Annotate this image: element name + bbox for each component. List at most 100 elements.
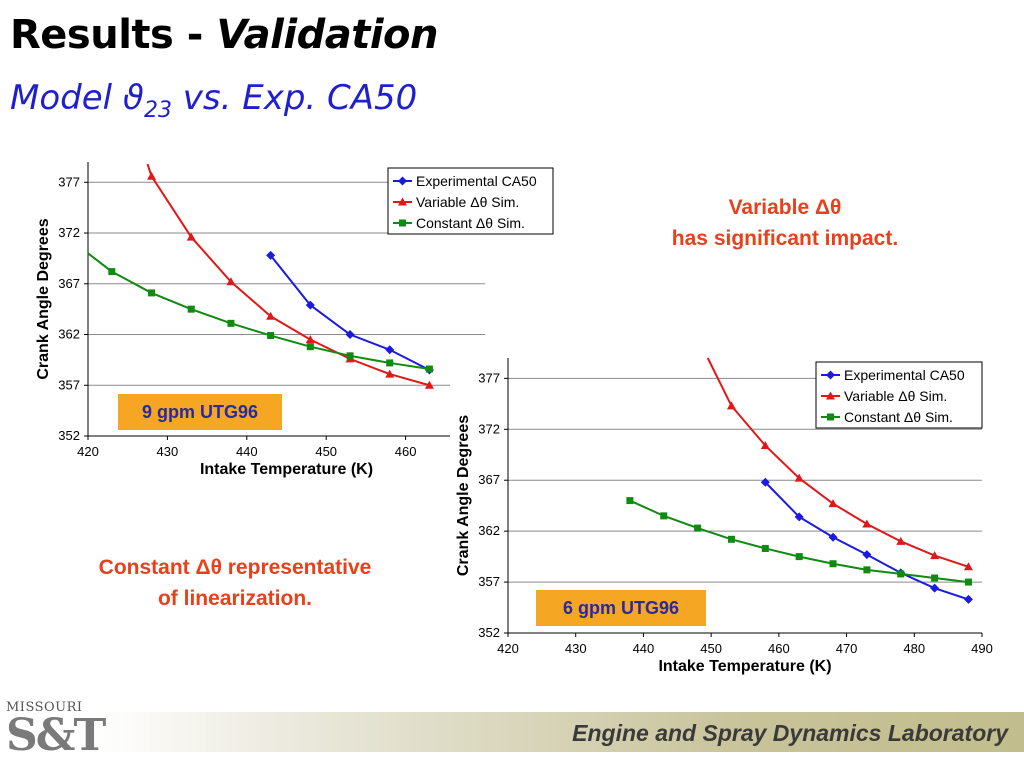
chart2-series-constant-point — [727, 535, 735, 543]
chart2-series-constant-point — [795, 553, 803, 561]
chart1-x-tick-label: 450 — [315, 444, 337, 459]
chart2-x-tick-label: 470 — [836, 641, 858, 656]
chart1-x-tick-label: 430 — [157, 444, 179, 459]
chart1-legend-box — [387, 167, 554, 235]
chart1-series-experimental-point — [385, 345, 395, 355]
chart1-legend-label-constant: Constant Δθ Sim. — [416, 215, 525, 231]
chart1-series-constant-point — [425, 365, 433, 373]
chart2-legend: Experimental CA50 Variable Δθ Sim. Constan… — [815, 361, 983, 429]
chart2-series-constant-point — [863, 566, 871, 574]
chart-6gpm: 352 357 362 367 372 377 420 430 440 450 460 470 480 4… — [450, 352, 1000, 682]
chart2-y-tick-label: 372 — [478, 421, 500, 436]
chart2-series-constant-point — [626, 497, 634, 505]
note-variable-impact: Variable Δθ has significant impact. — [620, 192, 950, 254]
chart1-series-variable-point — [305, 335, 315, 344]
chart1-x-tick-label: 420 — [77, 444, 99, 459]
chart2-series-constant-point — [829, 560, 837, 568]
chart1-series-variable-point — [147, 171, 157, 180]
footer-bar: Engine and Spray Dynamics Laboratory — [90, 712, 1024, 752]
chart2-series-experimental-point — [794, 512, 804, 522]
chart1-y-tick-label: 367 — [58, 276, 80, 291]
chart1-y-axis-title: Crank Angle Degrees — [35, 218, 52, 379]
subtitle-subscript: 23 — [143, 97, 172, 123]
chart2-series-variable-point — [930, 551, 940, 560]
chart2-series-constant-point — [660, 512, 668, 520]
slide-title: Results - Validation — [10, 12, 438, 58]
title-italic: Validation — [216, 12, 438, 58]
chart2-y-tick-label: 357 — [478, 574, 500, 589]
chart1-y-tick-label: 372 — [58, 225, 80, 240]
chart2-series-variable-point — [760, 441, 770, 450]
chart1-y-tick-label: 352 — [58, 428, 80, 443]
chart1-series-constant-point — [386, 359, 394, 367]
chart1-series-experimental-point — [305, 300, 315, 310]
chart1-series-variable-point — [226, 277, 236, 286]
chart1-series-constant-point — [306, 343, 314, 351]
chart1-x-tick-label: 460 — [395, 444, 417, 459]
chart2-y-tick-label: 352 — [478, 625, 500, 640]
note-constant-line2: of linearization. — [157, 587, 312, 610]
chart1-x-tick-label: 440 — [236, 444, 258, 459]
subtitle-suffix: vs. Exp. CA50 — [171, 78, 418, 118]
chart2-x-tick-label: 430 — [565, 641, 587, 656]
chart2-x-tick-label: 480 — [903, 641, 925, 656]
chart2-legend-box — [815, 361, 983, 429]
chart1-y-tick-label: 377 — [58, 174, 80, 189]
chart2-x-tick-label: 450 — [700, 641, 722, 656]
chart2-series-experimental-point — [828, 532, 838, 542]
chart1-series-constant-point — [187, 305, 195, 313]
chart2-series-variable-point — [862, 519, 872, 528]
chart1-series-constant-line — [87, 252, 430, 371]
chart2-legend-marker-experimental — [826, 370, 835, 380]
chart1-callout-box — [118, 394, 282, 430]
chart2-series-experimental-point — [930, 583, 940, 593]
chart1-y-tick-label: 362 — [58, 327, 80, 342]
logo-top-text: MISSOURI — [6, 700, 83, 715]
footer-lab-name: Engine and Spray Dynamics Laboratory — [572, 720, 1008, 746]
chart2-series-variable-point — [726, 401, 736, 410]
chart1-series-constant-point — [346, 352, 354, 360]
chart2-series-variable-point — [963, 562, 973, 571]
chart2-x-axis-title: Intake Temperature (K) — [658, 658, 831, 675]
chart1-legend-marker-experimental — [398, 176, 407, 186]
chart2-series-constant-point — [694, 524, 702, 532]
chart1-legend-label-variable: Variable Δθ Sim. — [416, 194, 519, 210]
chart2-y-tick-label: 377 — [478, 370, 500, 385]
chart1-legend-label-experimental: Experimental CA50 — [416, 173, 537, 189]
note-constant-linearization: Constant Δθ representative of linearizat… — [40, 552, 430, 614]
missouri-st-logo: MISSOURI S&T — [6, 700, 106, 766]
chart2-callout-label: 6 gpm UTG96 — [563, 598, 679, 618]
chart2-y-tick-label: 367 — [478, 472, 500, 487]
chart1-series-constant-point — [227, 319, 235, 327]
chart1-series-variable-point — [385, 369, 395, 378]
chart2-x-tick-label: 490 — [971, 641, 993, 656]
logo-main-text: S&T — [6, 710, 106, 761]
chart1-series-experimental-point — [266, 250, 276, 260]
chart1-legend: Experimental CA50 Variable Δθ Sim. Constan… — [387, 167, 554, 235]
chart2-x-tick-label: 460 — [768, 641, 790, 656]
chart2-legend-marker-constant — [827, 413, 834, 421]
chart1-series-constant-point — [108, 268, 116, 276]
chart2-legend-marker-variable — [826, 391, 835, 400]
chart2-series-constant-point — [761, 544, 769, 552]
note-variable-line1: Variable Δθ — [728, 196, 842, 219]
chart2-y-axis-title: Crank Angle Degrees — [455, 415, 472, 576]
chart2-series-variable-point — [794, 473, 804, 482]
chart1-callout-label: 9 gpm UTG96 — [142, 402, 258, 422]
chart1-series-variable-point — [186, 232, 196, 241]
chart2-y-tick-label: 362 — [478, 523, 500, 538]
chart1-y-tick-label: 357 — [58, 377, 80, 392]
chart2-legend-label-experimental: Experimental CA50 — [844, 367, 965, 383]
chart1-x-axis-title: Intake Temperature (K) — [200, 461, 373, 478]
chart1-series-constant-point — [148, 289, 156, 297]
subtitle-prefix: Model ϑ — [10, 78, 144, 118]
chart1-series-variable-point — [424, 380, 434, 389]
title-main: Results - — [10, 12, 217, 58]
chart1-legend-marker-constant — [399, 219, 406, 227]
chart2-callout-box — [536, 590, 706, 626]
chart1-legend-marker-variable — [398, 197, 407, 206]
chart2-x-tick-label: 420 — [497, 641, 519, 656]
chart2-series-variable-point — [896, 536, 906, 545]
chart2-series-constant-point — [931, 574, 939, 582]
chart-9gpm: 352357362367372377420430440450460470Inta… — [20, 158, 560, 488]
